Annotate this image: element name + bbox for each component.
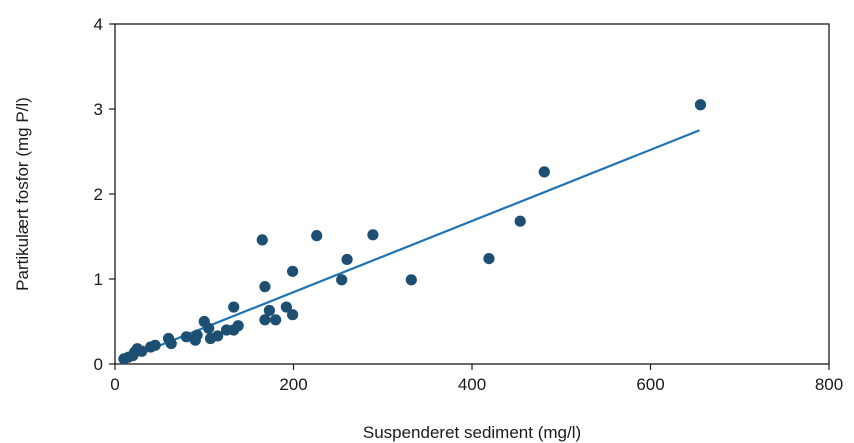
data-point [203, 322, 215, 334]
x-tick-label: 0 [110, 375, 119, 394]
data-point [256, 234, 268, 246]
data-point [287, 309, 299, 321]
series-layer [118, 99, 707, 365]
y-axis: 0 1 2 3 4 [94, 15, 115, 374]
data-point [336, 274, 348, 286]
data-point [136, 345, 148, 357]
data-point [180, 331, 192, 343]
data-point [311, 230, 323, 242]
x-tick-label: 800 [815, 375, 843, 394]
y-tick-label: 1 [94, 270, 103, 289]
data-point [212, 330, 224, 342]
y-tick-label: 4 [94, 15, 103, 34]
data-point [259, 314, 271, 326]
x-axis: 0 200 400 600 800 [110, 364, 843, 394]
data-point [191, 329, 203, 341]
data-point [280, 301, 292, 313]
data-point [228, 301, 240, 313]
data-point [149, 339, 161, 351]
data-point [341, 253, 353, 266]
x-tick-label: 600 [636, 375, 664, 394]
y-tick-label: 2 [94, 185, 103, 204]
data-point [287, 265, 299, 277]
x-tick-label: 200 [279, 375, 307, 394]
data-point [538, 166, 550, 178]
x-tick-label: 400 [458, 375, 486, 394]
data-point [165, 338, 177, 350]
plot-frame [114, 23, 830, 365]
x-axis-label: Suspenderet sediment (mg/l) [363, 423, 581, 442]
data-point [514, 215, 526, 227]
data-point [483, 253, 495, 265]
y-tick-label: 3 [94, 100, 103, 119]
y-axis-label: Partikulært fosfor (mg P/l) [13, 97, 32, 291]
data-point [694, 99, 707, 111]
y-tick-label: 0 [94, 355, 103, 374]
trend-line [123, 129, 700, 361]
data-point [405, 274, 417, 286]
data-point [367, 229, 379, 241]
data-point [259, 281, 271, 293]
data-point [232, 320, 244, 332]
data-point [263, 304, 276, 317]
plot-area: 0 1 2 3 4 0 200 400 600 800 [94, 15, 844, 394]
data-point [270, 314, 282, 326]
